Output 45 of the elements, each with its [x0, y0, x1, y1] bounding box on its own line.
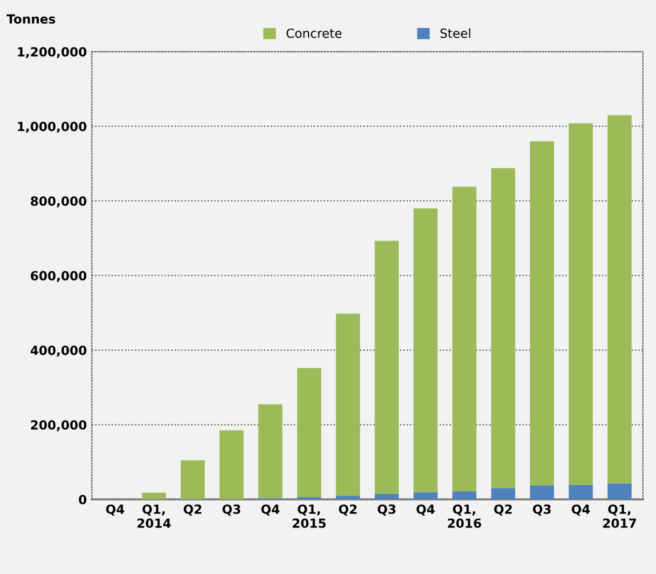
y-tick-label: 400,000 — [30, 346, 86, 357]
bar — [142, 492, 166, 500]
x-tick-label: Q1, 2014 — [138, 504, 171, 528]
x-tick-label: Q4 — [572, 504, 590, 516]
x-tick-label: Q3 — [532, 504, 551, 516]
x-tick-label: Q3 — [378, 504, 396, 516]
y-tick-label: 1,200,000 — [18, 47, 86, 58]
bar — [374, 494, 399, 500]
bar — [452, 186, 476, 492]
bar — [336, 496, 360, 500]
bar — [568, 123, 593, 485]
y-tick-label: 1,000,000 — [18, 122, 86, 133]
legend-label: Steel — [440, 28, 470, 38]
bar — [608, 483, 632, 500]
legend-label: Concrete — [286, 28, 342, 38]
x-tick-label: Q1, 2015 — [292, 504, 326, 528]
bar — [491, 488, 516, 500]
bar — [180, 460, 205, 500]
y-tick-label: 200,000 — [31, 420, 86, 432]
bar — [297, 368, 322, 498]
x-tick-label: Q3 — [222, 504, 240, 516]
bar — [414, 208, 438, 492]
x-tick-label: Q1, 2017 — [603, 504, 636, 528]
x-tick-label: Q2 — [338, 504, 357, 516]
y-tick-label: 0 — [78, 494, 86, 504]
bar — [491, 168, 516, 488]
bar — [336, 314, 360, 496]
x-tick-label: Q2 — [494, 504, 512, 516]
bar — [530, 141, 554, 486]
x-tick-label: Q4 — [106, 504, 124, 516]
bar — [258, 404, 282, 498]
x-tick-label: Q2 — [184, 504, 202, 516]
bar — [452, 492, 476, 500]
y-axis-title: Tonnes — [6, 14, 56, 24]
x-tick-label: Q4 — [261, 504, 280, 516]
bar — [530, 485, 554, 500]
x-tick-label: Q1, 2016 — [448, 504, 482, 528]
bar — [220, 430, 244, 500]
bar — [608, 115, 632, 484]
bar — [374, 240, 399, 494]
bar — [568, 484, 593, 500]
y-tick-label: 600,000 — [30, 270, 86, 282]
bar — [414, 492, 438, 500]
x-tick-label: Q4 — [416, 504, 435, 516]
y-tick-label: 800,000 — [30, 196, 86, 208]
